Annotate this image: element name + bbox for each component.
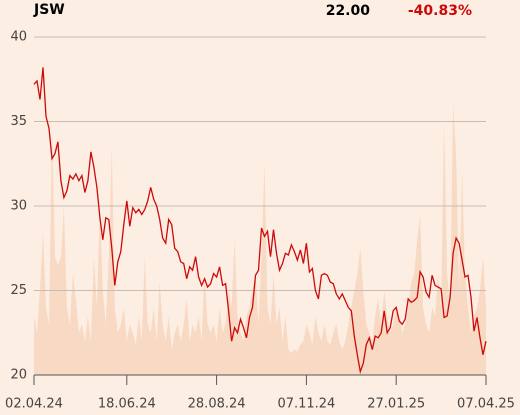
x-tick-label: 28.08.24: [188, 397, 246, 412]
y-tick-label: 30: [10, 199, 27, 214]
last-price: 22.00: [326, 3, 371, 19]
x-tick-label: 07.11.24: [277, 397, 335, 412]
price-change: -40.83%: [408, 3, 472, 19]
x-tick-label: 27.01.25: [367, 397, 425, 412]
y-tick-label: 20: [10, 368, 27, 383]
y-tick-label: 40: [10, 30, 27, 45]
chart-title: JSW: [33, 2, 65, 18]
y-tick-label: 25: [10, 283, 27, 298]
x-tick-label: 18.06.24: [98, 397, 156, 412]
volume-area: [34, 104, 486, 375]
y-tick-label: 35: [10, 114, 27, 129]
x-tick-label: 07.04.25: [457, 397, 515, 412]
x-tick-label: 02.04.24: [5, 397, 63, 412]
price-line: [33, 67, 487, 375]
